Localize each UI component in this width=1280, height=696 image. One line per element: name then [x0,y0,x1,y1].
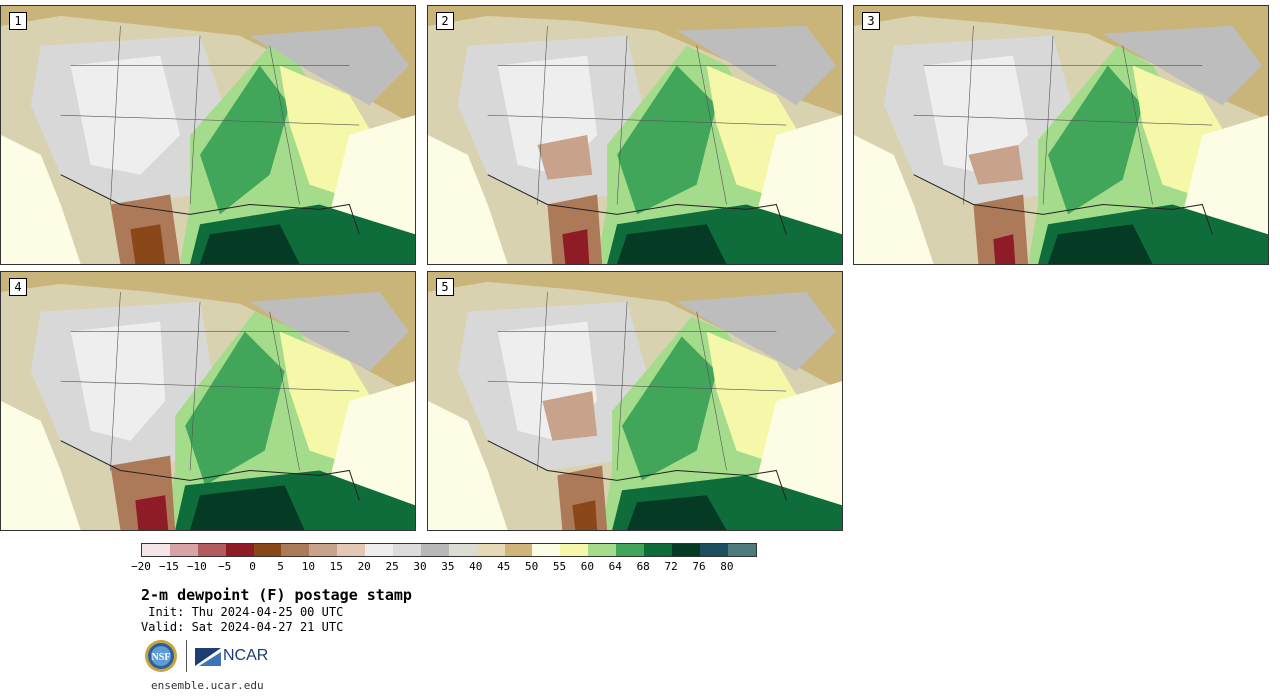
colorbar-swatch [560,544,589,556]
colorbar-tick-label: 72 [664,560,678,573]
stamp-panel-2[interactable]: 2 [427,5,843,265]
colorbar-swatch [393,544,421,556]
product-title: 2-m dewpoint (F) postage stamp [141,586,412,604]
colorbar-tick-label: 30 [413,560,427,573]
map-2 [428,6,842,264]
colorbar-tick-label: 60 [580,560,595,573]
colorbar-swatch [644,544,672,556]
nsf-logo-text: NSF [152,652,171,663]
stamp-panel-3[interactable]: 3 [853,5,1269,265]
colorbar-tick-label: 50 [524,560,539,573]
colorbar-tick-label: 5 [277,560,284,573]
stamp-label-5: 5 [436,278,454,296]
nsf-logo-icon[interactable]: NSF [144,639,178,673]
colorbar-swatch [337,544,366,556]
colorbar-tick-label: 0 [249,560,256,573]
colorbar-tick-label: 76 [692,560,706,573]
stamp-label-4: 4 [9,278,27,296]
colorbar-tick-label: 68 [636,560,650,573]
stamp-panel-1[interactable]: 1 [0,5,416,265]
map-3 [854,6,1268,264]
stamp-panel-4[interactable]: 4 [0,271,416,531]
colorbar-swatch [309,544,338,556]
colorbar-swatch [420,544,449,556]
stamp-label-1: 1 [9,12,27,30]
colorbar-swatch [142,544,170,556]
colorbar-swatch [699,544,728,556]
colorbar-swatch [281,544,310,556]
colorbar-swatch [671,544,700,556]
valid-time: Valid: Sat 2024-04-27 21 UTC [141,620,344,634]
colorbar-swatch [532,544,561,556]
colorbar-tick-label: 80 [720,560,734,573]
stamp-label-3: 3 [862,12,880,30]
colorbar-swatch [476,544,505,556]
colorbar-tick-label: 64 [608,560,622,573]
colorbar [141,543,757,557]
ncar-mark-icon [195,648,221,666]
map-5 [428,272,842,530]
colorbar-swatch [727,544,756,556]
colorbar-tick-label: −15 [158,560,179,573]
colorbar-swatch [169,544,198,556]
map-4 [1,272,415,530]
colorbar-swatch [448,544,477,556]
colorbar-swatch [253,544,282,556]
map-1 [1,6,415,264]
colorbar-tick-label: −20 [131,560,151,573]
colorbar-swatch [588,544,617,556]
colorbar-tick-label: 45 [497,560,511,573]
colorbar-tick-label: 20 [357,560,371,573]
stamp-label-2: 2 [436,12,454,30]
colorbar-swatch [365,544,394,556]
logos: NSF NCAR [144,638,268,674]
colorbar-tick-label: 35 [441,560,455,573]
colorbar-tick-label: −5 [218,560,232,573]
logo-divider [186,640,187,672]
ncar-logo-text: NCAR [223,647,269,664]
footer-url[interactable]: ensemble.ucar.edu [151,679,264,692]
colorbar-tick-label: 15 [329,560,343,573]
init-time: Init: Thu 2024-04-25 00 UTC [141,605,344,619]
colorbar-tick-label: −10 [186,560,207,573]
colorbar-tick-label: 25 [385,560,399,573]
stamp-panel-5[interactable]: 5 [427,271,843,531]
colorbar-swatch [197,544,226,556]
ncar-logo-icon[interactable]: NCAR [195,646,268,666]
colorbar-tick-label: 55 [552,560,567,573]
colorbar-tick-label: 40 [469,560,483,573]
colorbar-swatch [225,544,254,556]
colorbar-swatch [504,544,533,556]
colorbar-tick-label: 10 [301,560,316,573]
colorbar-ticks: −20 −15 −10 −5 0 5 10 15 20 25 30 35 40 45 50 55 60 64 68 7… [131,560,755,576]
colorbar-swatch [616,544,645,556]
